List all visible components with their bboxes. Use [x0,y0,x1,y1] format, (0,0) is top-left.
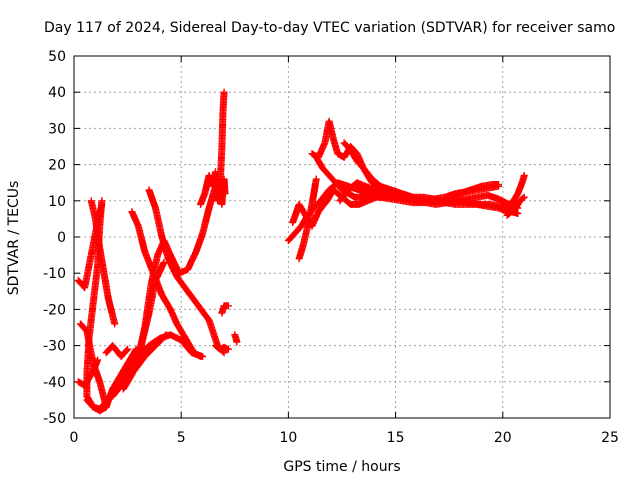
series-track-24 [336,179,397,205]
y-tick-label: -10 [43,266,66,282]
series-markers [102,342,132,360]
series-markers [212,342,232,353]
y-tick-label: -20 [43,302,66,318]
series-track-25 [445,181,502,201]
series-markers [336,179,397,205]
data-points [74,88,528,415]
x-tick-label: 10 [279,430,297,446]
axis-ticks: 0 5 10 15 20 25 -50 -40 -30 -20 -10 0 10 20 30 40 50 [43,49,619,446]
y-tick-label: 20 [48,158,66,174]
series-track-08 [102,342,132,360]
y-tick-label: 30 [48,121,66,137]
series-track-26 [505,172,528,212]
series-markers [505,172,528,212]
series-track-14 [214,175,229,208]
x-axis-label: GPS time / hours [283,459,400,475]
grid-lines [74,56,610,418]
series-track-15 [212,342,232,353]
y-tick-label: 0 [57,230,66,246]
series-markers [119,258,168,393]
series-markers [445,181,502,201]
series-markers [231,331,241,346]
x-tick-label: 0 [70,430,79,446]
series-track-27 [503,193,528,219]
series-track-16 [218,302,232,317]
chart-title: Day 117 of 2024, Sidereal Day-to-day VTE… [44,20,615,36]
y-tick-label: -50 [43,411,66,427]
x-tick-label: 5 [177,430,186,446]
y-tick-label: -30 [43,339,66,355]
series-markers [218,302,232,317]
y-tick-label: 10 [48,194,66,210]
series-markers [214,175,229,208]
y-tick-label: -40 [43,375,66,391]
series-markers [503,193,528,219]
x-tick-label: 20 [494,430,512,446]
y-tick-label: 50 [48,49,66,65]
x-tick-label: 15 [387,430,405,446]
series-track-17 [231,331,241,346]
y-tick-label: 40 [48,85,66,101]
series-track-12 [119,258,168,393]
x-tick-label: 25 [601,430,619,446]
y-axis-label: SDTVAR / TECUs [6,181,22,296]
